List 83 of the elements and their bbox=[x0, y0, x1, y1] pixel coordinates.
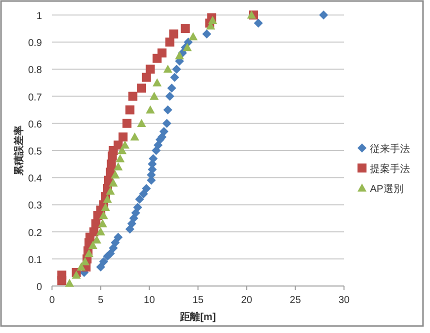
point bbox=[106, 248, 115, 258]
point bbox=[99, 257, 108, 266]
y-tick-label: 0.5 bbox=[28, 146, 42, 158]
legend-label: AP選別 bbox=[370, 183, 404, 195]
x-tick-label: 5 bbox=[98, 295, 104, 306]
point bbox=[76, 262, 86, 271]
point bbox=[254, 18, 263, 28]
point bbox=[163, 64, 172, 73]
point bbox=[120, 140, 130, 149]
x-axis-title: 距離[m] bbox=[179, 311, 216, 323]
point bbox=[172, 64, 182, 74]
legend-label: 従来手法 bbox=[370, 143, 410, 155]
point bbox=[319, 10, 328, 20]
point bbox=[146, 64, 155, 74]
point bbox=[57, 270, 66, 280]
point bbox=[96, 227, 106, 236]
point bbox=[72, 270, 81, 279]
point bbox=[142, 184, 151, 193]
y-tick-label: 1 bbox=[36, 11, 42, 22]
point bbox=[116, 154, 125, 162]
point bbox=[101, 202, 110, 212]
point bbox=[99, 211, 108, 220]
point bbox=[114, 162, 123, 170]
point bbox=[159, 127, 168, 136]
y-tick-label: 0.2 bbox=[28, 228, 42, 239]
point bbox=[142, 72, 151, 82]
point bbox=[130, 132, 140, 141]
point bbox=[152, 146, 161, 155]
point bbox=[137, 84, 146, 93]
point bbox=[162, 118, 172, 128]
x-tick-label: 20 bbox=[241, 295, 253, 306]
point bbox=[98, 219, 108, 228]
point bbox=[208, 16, 218, 24]
y-tick-label: 0.3 bbox=[28, 200, 42, 212]
y-tick-label: 0 bbox=[36, 282, 42, 293]
point bbox=[114, 232, 123, 242]
x-tick-label: 10 bbox=[144, 295, 156, 306]
point bbox=[128, 92, 138, 101]
point bbox=[92, 235, 102, 244]
x-tick-label: 0 bbox=[49, 295, 56, 306]
point bbox=[110, 238, 120, 248]
y-tick-label: 0.9 bbox=[28, 38, 42, 50]
point bbox=[65, 278, 74, 287]
point bbox=[202, 29, 212, 38]
point bbox=[80, 257, 90, 266]
point bbox=[138, 189, 148, 198]
point bbox=[118, 132, 128, 142]
point bbox=[157, 48, 166, 58]
point bbox=[106, 186, 115, 195]
point bbox=[163, 105, 172, 114]
point bbox=[150, 92, 159, 100]
point bbox=[125, 105, 134, 114]
y-tick-label: 0.6 bbox=[28, 119, 42, 130]
y-tick-label: 0.7 bbox=[28, 92, 42, 104]
y-axis-title: 累積誤差率 bbox=[13, 126, 25, 176]
point bbox=[108, 178, 118, 187]
point bbox=[137, 118, 146, 127]
point bbox=[133, 202, 142, 212]
point bbox=[188, 32, 198, 40]
y-tick-label: 0.4 bbox=[28, 174, 42, 185]
legend-label: 提案手法 bbox=[370, 163, 410, 175]
point bbox=[165, 92, 174, 101]
point bbox=[152, 78, 162, 86]
point bbox=[122, 118, 132, 128]
point bbox=[131, 208, 140, 218]
point bbox=[165, 38, 174, 47]
point bbox=[102, 194, 112, 203]
x-tick-label: 15 bbox=[192, 295, 204, 306]
point bbox=[180, 24, 190, 34]
x-tick-label: 30 bbox=[338, 295, 350, 306]
point bbox=[88, 240, 98, 249]
point bbox=[146, 105, 155, 114]
point bbox=[96, 262, 106, 272]
point bbox=[84, 248, 94, 258]
x-tick-label: 25 bbox=[290, 295, 302, 306]
point bbox=[175, 51, 184, 60]
y-tick-label: 0.8 bbox=[28, 65, 42, 76]
y-tick-label: 0.1 bbox=[28, 254, 42, 266]
point bbox=[110, 170, 120, 178]
point bbox=[170, 72, 180, 82]
point bbox=[167, 84, 176, 93]
point bbox=[135, 194, 144, 204]
point bbox=[169, 29, 178, 38]
